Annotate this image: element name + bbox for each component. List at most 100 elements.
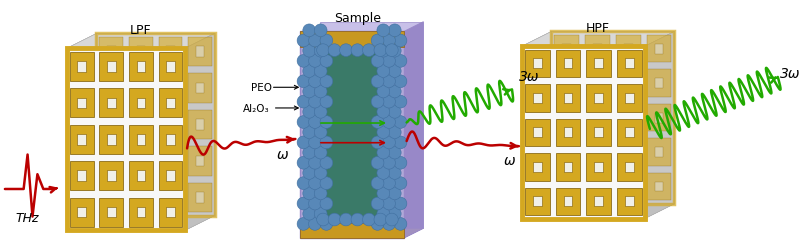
Bar [525,119,550,146]
Polygon shape [67,34,97,230]
Bar [533,59,542,69]
Circle shape [320,76,333,88]
Bar [99,125,123,154]
Circle shape [297,55,310,68]
Circle shape [320,55,333,68]
Circle shape [314,126,327,139]
Bar [646,173,671,201]
Circle shape [320,136,333,149]
Bar [188,38,212,67]
Circle shape [314,187,327,200]
Bar [625,128,634,138]
Bar [586,188,611,215]
Circle shape [382,218,395,230]
Circle shape [297,218,310,230]
Bar [107,171,115,181]
Circle shape [362,44,375,57]
Text: HPF: HPF [586,22,610,35]
Polygon shape [67,34,214,49]
Bar [99,110,123,140]
Circle shape [309,157,322,170]
Circle shape [394,136,407,149]
Bar [625,196,634,206]
Circle shape [303,66,315,78]
Bar [616,173,641,201]
Bar [563,59,573,69]
Bar [586,173,610,201]
Circle shape [297,116,310,129]
Circle shape [309,218,322,230]
Bar [624,79,633,89]
Circle shape [303,167,315,179]
Bar [646,139,671,166]
Circle shape [377,208,390,220]
Bar [323,53,381,218]
Circle shape [339,44,352,57]
Bar [137,207,145,218]
Bar [556,119,580,146]
Circle shape [297,96,310,108]
Circle shape [314,86,327,98]
Bar [107,207,115,218]
Bar [97,34,214,216]
Bar [594,128,603,138]
Bar [107,47,115,58]
Bar [625,59,634,69]
Bar [107,156,115,166]
Polygon shape [320,22,423,229]
Bar [556,154,580,181]
Circle shape [388,45,401,58]
Circle shape [394,35,407,48]
Bar [166,120,174,130]
Polygon shape [522,32,674,47]
Bar [646,104,671,132]
Circle shape [382,116,395,129]
Circle shape [394,116,407,129]
Bar [99,198,123,227]
Bar [137,98,145,109]
Bar [522,47,645,219]
Bar [594,162,603,172]
Circle shape [382,76,395,88]
Circle shape [371,177,384,190]
Bar [107,120,115,130]
Text: ω: ω [277,147,288,161]
Circle shape [351,44,364,57]
Circle shape [388,106,401,119]
Circle shape [374,213,386,226]
Circle shape [314,45,327,58]
Bar [137,171,145,181]
Text: PEO: PEO [251,83,272,93]
Bar [586,119,611,146]
Text: 3ω: 3ω [780,67,800,81]
Circle shape [394,55,407,68]
Circle shape [297,76,310,88]
Circle shape [303,147,315,159]
Bar [158,183,182,212]
Bar [188,110,212,140]
Bar [129,147,153,176]
Bar [593,182,602,192]
Bar [300,32,404,48]
Bar [525,188,550,215]
Bar [67,49,185,230]
Bar [137,47,145,58]
Bar [158,89,182,118]
Circle shape [309,116,322,129]
Bar [107,98,115,109]
Circle shape [320,96,333,108]
Polygon shape [645,32,674,219]
Bar [554,173,579,201]
Bar [563,196,573,206]
Bar [594,59,603,69]
Bar [99,162,123,190]
Bar [654,44,663,54]
Bar [586,139,610,166]
Bar [593,113,602,123]
Bar [166,192,174,203]
Bar [137,156,145,166]
Bar [158,110,182,140]
Bar [137,120,145,130]
Bar [625,162,634,172]
Circle shape [297,35,310,48]
